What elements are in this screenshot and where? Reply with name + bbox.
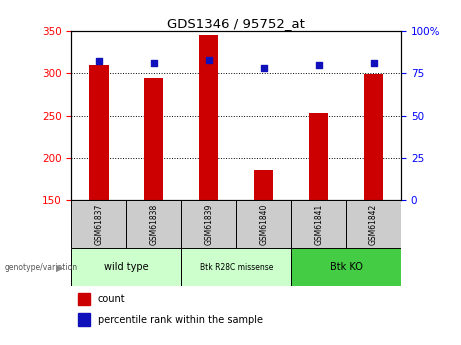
Bar (89, 65, 108, 200)
Bar (291, 200, 346, 248)
Text: wild type: wild type (104, 263, 149, 272)
Text: GSM61838: GSM61838 (149, 204, 159, 245)
Text: ▶: ▶ (56, 263, 64, 272)
Text: Btk KO: Btk KO (330, 263, 362, 272)
Bar (71, 248, 181, 286)
Bar (181, 200, 236, 248)
Text: Btk R28C missense: Btk R28C missense (200, 263, 273, 272)
Bar (144, 78, 164, 200)
Point (260, 66, 267, 71)
Bar (78, 313, 89, 326)
Bar (291, 248, 401, 286)
Text: GSM61839: GSM61839 (204, 204, 213, 245)
Bar (346, 200, 401, 248)
Text: GSM61840: GSM61840 (259, 204, 268, 245)
Title: GDS1346 / 95752_at: GDS1346 / 95752_at (167, 17, 305, 30)
Bar (236, 200, 291, 248)
Text: GSM61841: GSM61841 (314, 204, 323, 245)
Text: percentile rank within the sample: percentile rank within the sample (98, 315, 263, 325)
Bar (364, 74, 383, 200)
Bar (181, 248, 291, 286)
Point (370, 60, 377, 66)
Bar (199, 35, 219, 200)
Text: GSM61842: GSM61842 (369, 204, 378, 245)
Text: genotype/variation: genotype/variation (5, 263, 78, 272)
Bar (126, 200, 181, 248)
Point (150, 60, 158, 66)
Bar (309, 113, 328, 200)
Point (95, 59, 103, 64)
Text: GSM61837: GSM61837 (95, 204, 103, 245)
Bar (78, 293, 89, 305)
Bar (254, 170, 273, 200)
Text: count: count (98, 294, 125, 304)
Point (205, 57, 213, 62)
Bar (71, 200, 126, 248)
Point (315, 62, 322, 68)
